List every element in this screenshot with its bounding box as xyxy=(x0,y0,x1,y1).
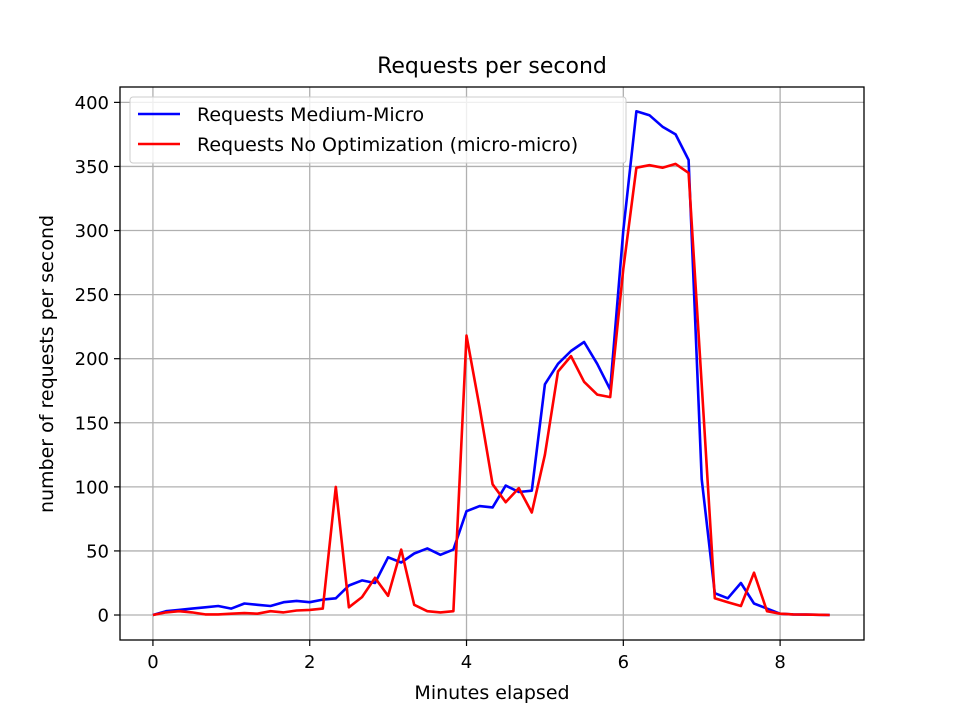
x-axis-label: Minutes elapsed xyxy=(414,682,569,704)
y-tick-label: 0 xyxy=(98,606,109,627)
axis-ticks: 0 2 4 6 8 0 50 100 150 200 250 300 350 400 xyxy=(75,93,786,673)
series-lines xyxy=(152,110,830,617)
x-tick-label: 0 xyxy=(147,652,158,673)
plot-frame xyxy=(119,86,865,641)
y-tick-label: 100 xyxy=(75,477,109,498)
y-tick-label: 400 xyxy=(75,93,109,114)
legend: Requests Medium-Micro Requests No Optimiz… xyxy=(129,96,627,164)
x-tick-label: 8 xyxy=(774,652,785,673)
y-tick-label: 350 xyxy=(75,157,109,178)
y-tick-label: 250 xyxy=(75,285,109,306)
legend-label-1: Requests Medium-Micro xyxy=(197,104,424,126)
chart-title: Requests per second xyxy=(377,54,607,79)
y-tick-label: 150 xyxy=(75,413,109,434)
y-tick-label: 200 xyxy=(75,349,109,370)
x-tick-label: 2 xyxy=(304,652,315,673)
series-line-2 xyxy=(152,162,830,617)
x-tick-label: 4 xyxy=(461,652,472,673)
grid-lines xyxy=(120,87,864,640)
legend-label-2: Requests No Optimization (micro-micro) xyxy=(197,134,578,156)
y-axis-label: number of requests per second xyxy=(36,215,58,513)
legend-box xyxy=(129,96,627,164)
y-tick-label: 50 xyxy=(86,541,109,562)
x-tick-label: 6 xyxy=(618,652,629,673)
y-tick-label: 300 xyxy=(75,221,109,242)
series-line-1 xyxy=(152,110,830,617)
